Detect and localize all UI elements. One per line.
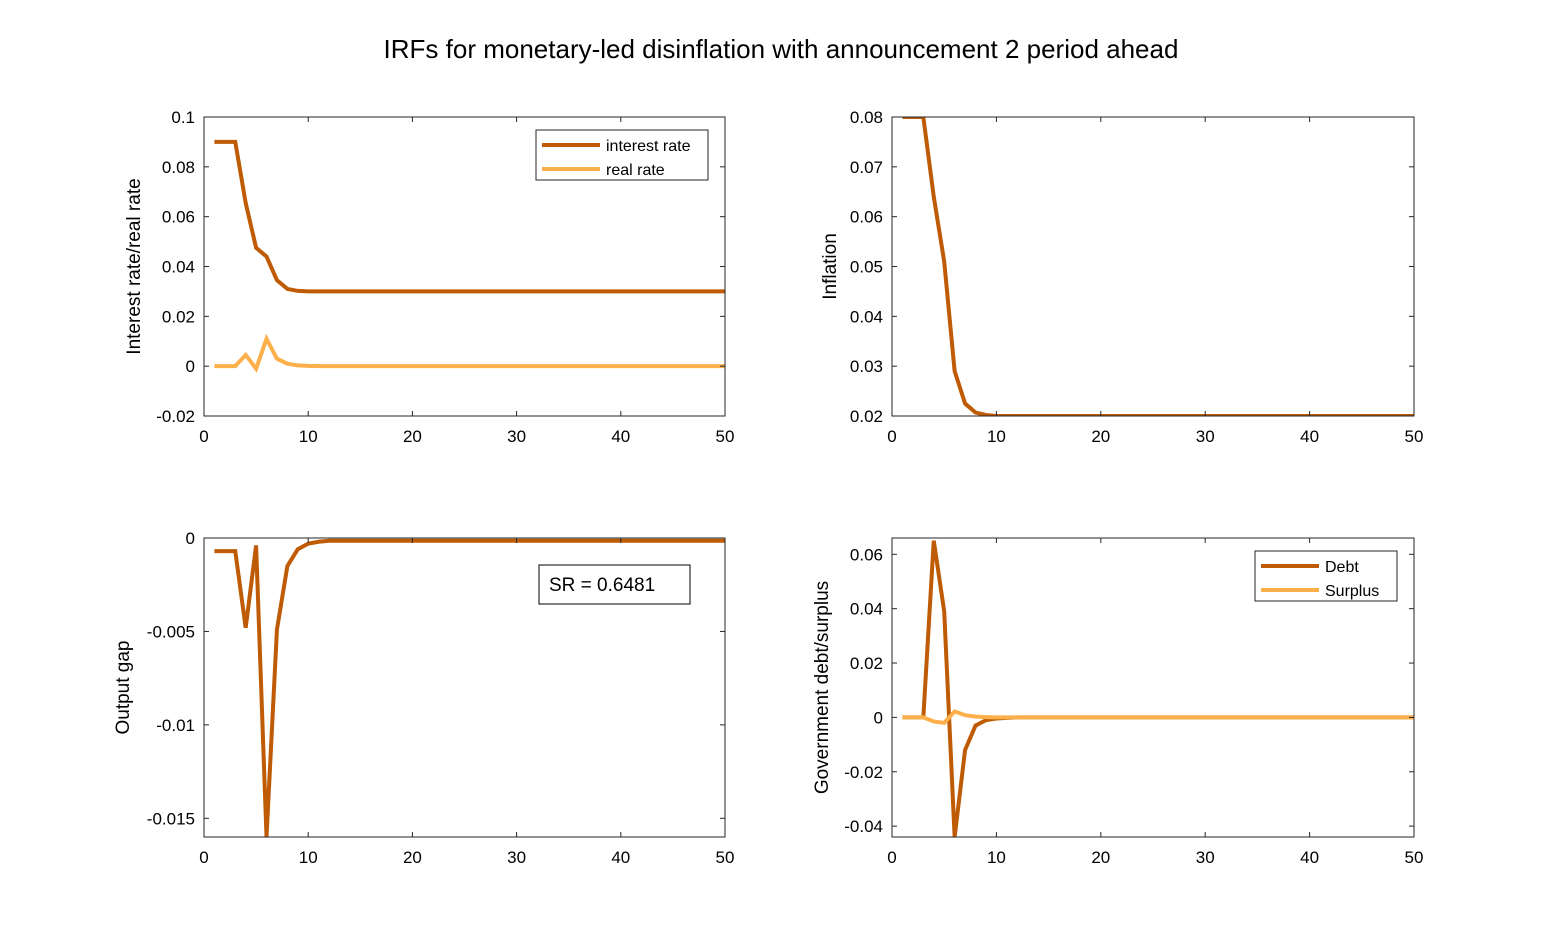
x-tick-label: 30 — [507, 427, 526, 446]
y-tick-label: 0 — [186, 529, 195, 548]
y-tick-label: 0.04 — [850, 600, 883, 619]
y-tick-label: 0.04 — [850, 307, 883, 326]
x-tick-label: 0 — [199, 848, 208, 867]
series-line-real-rate — [214, 333, 725, 373]
y-tick-label: 0.06 — [850, 208, 883, 227]
x-tick-label: 20 — [1091, 848, 1110, 867]
y-tick-label: 0.08 — [162, 158, 195, 177]
x-tick-label: 20 — [403, 848, 422, 867]
legend-entry: interest rate — [606, 138, 691, 155]
x-tick-label: 50 — [716, 427, 735, 446]
y-tick-label: 0.07 — [850, 158, 883, 177]
y-tick-label: -0.02 — [844, 763, 883, 782]
x-tick-label: 30 — [1196, 427, 1215, 446]
y-tick-label: -0.02 — [156, 407, 195, 426]
y-tick-label: -0.015 — [147, 809, 195, 828]
y-tick-label: 0.05 — [850, 258, 883, 277]
x-tick-label: 30 — [507, 848, 526, 867]
legend: interest rate real rate — [535, 129, 709, 181]
annotation-text: SR = 0.6481 — [549, 575, 655, 596]
legend-box — [535, 129, 709, 181]
annotation-box — [538, 564, 691, 605]
series-line-surplus — [902, 709, 1414, 725]
y-tick-label: 0.02 — [162, 307, 195, 326]
y-tick-label: 0.06 — [162, 208, 195, 227]
x-tick-label: 10 — [987, 427, 1006, 446]
legend-entry: Debt — [1325, 559, 1359, 576]
y-tick-label: 0.08 — [850, 108, 883, 127]
x-tick-label: 0 — [199, 427, 208, 446]
y-tick-label: -0.04 — [844, 817, 883, 836]
x-tick-label: 40 — [1300, 427, 1319, 446]
x-tick-label: 50 — [716, 848, 735, 867]
y-tick-label: 0 — [186, 357, 195, 376]
y-tick-label: -0.01 — [156, 716, 195, 735]
x-tick-label: 50 — [1405, 848, 1424, 867]
y-tick-label: 0.02 — [850, 407, 883, 426]
y-tick-label: 0.04 — [162, 258, 195, 277]
plot-area — [892, 117, 1414, 416]
x-tick-label: 10 — [299, 427, 318, 446]
legend-entry: Surplus — [1325, 583, 1379, 600]
x-tick-label: 20 — [1091, 427, 1110, 446]
x-tick-label: 40 — [611, 848, 630, 867]
y-tick-label: 0.1 — [171, 108, 195, 127]
x-tick-label: 30 — [1196, 848, 1215, 867]
subplot-4: 0 10 20 30 40 50 -0.04 -0.02 0 0.02 0.04 0.06 Govern… — [812, 537, 1424, 867]
x-tick-label: 0 — [887, 427, 896, 446]
figure-title: IRFs for monetary-led disinflation with … — [384, 34, 1179, 64]
annotation: SR = 0.6481 — [538, 564, 691, 605]
subplot-1: 0 10 20 30 40 50-0.0200.020.040.060.080.1Inte… — [124, 108, 734, 446]
subplot-grid: 0 10 20 30 40 50-0.0200.020.040.060.080.1Inte… — [113, 108, 1423, 867]
axes-box — [891, 537, 1415, 838]
x-tick-label: 10 — [987, 848, 1006, 867]
x-tick-label: 40 — [1300, 848, 1319, 867]
y-axis-label: Inflation — [820, 233, 841, 300]
x-tick-label: 50 — [1405, 427, 1424, 446]
x-tick-label: 40 — [611, 427, 630, 446]
series-line-interest-rate — [214, 139, 725, 294]
legend: Debt Surplus — [1254, 550, 1398, 602]
y-axis-label: Interest rate/real rate — [124, 178, 145, 354]
x-tick-label: 20 — [403, 427, 422, 446]
series-line-1 — [902, 117, 1414, 416]
legend-entry: real rate — [606, 162, 665, 179]
y-tick-label: 0.03 — [850, 357, 883, 376]
subplot-3: 0 10 20 30 40 50 -0.015 -0.01 -0.005 0 Output gap S… — [113, 529, 734, 867]
y-tick-label: 0.06 — [850, 545, 883, 564]
y-tick-label: 0 — [874, 708, 883, 727]
y-axis-label: Output gap — [113, 640, 134, 734]
legend-box — [1254, 550, 1398, 602]
subplot-2: 0 10 20 30 40 50 0.02 0.03 0.04 0.05 0.06 0.07 0.08 I… — [820, 108, 1423, 446]
x-tick-label: 10 — [299, 848, 318, 867]
y-tick-label: 0.02 — [850, 654, 883, 673]
series-line-1 — [214, 538, 725, 837]
axes-box — [203, 537, 726, 838]
y-tick-label: -0.005 — [147, 622, 195, 641]
y-axis-label: Government debt/surplus — [812, 581, 833, 794]
x-tick-label: 0 — [887, 848, 896, 867]
